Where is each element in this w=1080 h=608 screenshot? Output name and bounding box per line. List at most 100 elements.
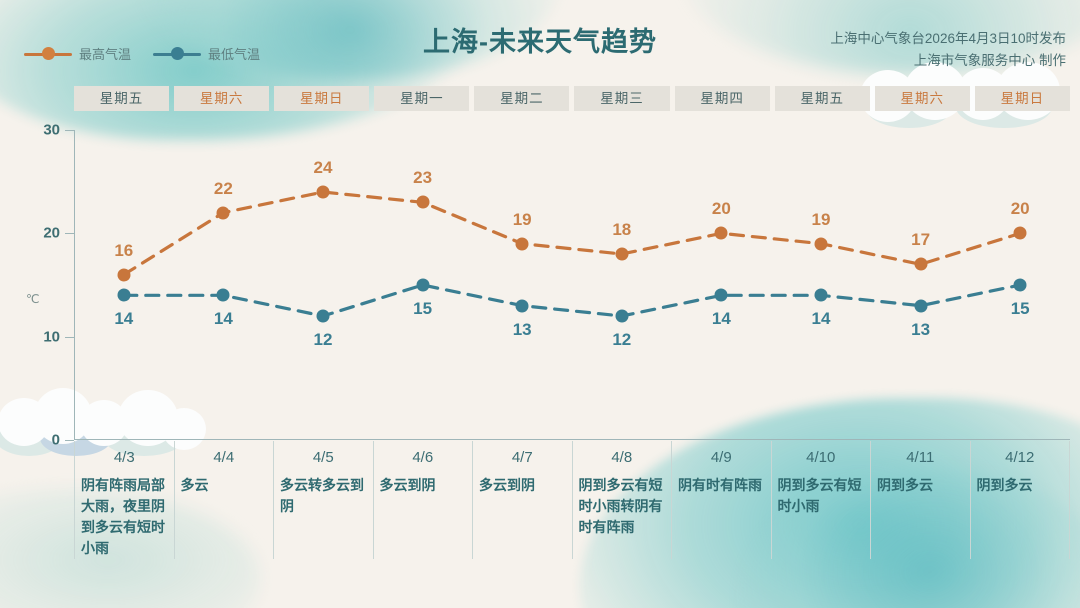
data-point-high[interactable] — [914, 257, 928, 271]
forecast-column: 4/7 多云到阴 — [473, 441, 573, 559]
forecast-description: 阴有时有阵雨 — [678, 477, 762, 493]
weekday-chip[interactable]: 星期二 — [474, 86, 570, 111]
forecast-column: 4/12 阴到多云 — [971, 441, 1070, 559]
y-axis-tick — [65, 440, 74, 441]
x-axis-line — [74, 439, 1070, 440]
forecast-column: 4/3 阴有阵雨局部大雨，夜里阴到多云有短时小雨 — [74, 441, 175, 559]
data-label-high: 19 — [512, 209, 532, 229]
weekday-chip[interactable]: 星期日 — [274, 86, 370, 111]
data-label-low: 13 — [512, 319, 532, 339]
y-axis-label: 0 — [51, 431, 60, 449]
forecast-column: 4/8 阴到多云有短时小雨转阴有时有阵雨 — [573, 441, 672, 559]
data-point-high[interactable] — [416, 195, 430, 209]
data-label-high: 18 — [612, 220, 632, 239]
y-axis-tick — [65, 233, 74, 235]
forecast-description: 阴到多云 — [976, 477, 1033, 493]
data-label-high: 22 — [213, 178, 233, 198]
forecast-column: 4/5 多云转多云到阴 — [274, 441, 374, 559]
data-point-high[interactable] — [814, 237, 828, 251]
page-title: 上海-未来天气趋势 — [423, 27, 657, 57]
data-label-high: 19 — [811, 209, 831, 229]
data-label-high: 23 — [413, 168, 433, 188]
forecast-description: 多云 — [180, 477, 209, 493]
data-point-low[interactable] — [615, 309, 629, 323]
issuer-line-1: 上海中心气象台2026年4月3日10时发布 — [830, 31, 1066, 46]
chart-series-lines — [122, 190, 1022, 318]
data-label-high: 24 — [313, 158, 333, 177]
data-label-low: 12 — [313, 330, 333, 349]
weekday-chip[interactable]: 星期六 — [174, 86, 270, 111]
forecast-column: 4/6 多云到阴 — [374, 441, 473, 559]
data-point-high[interactable] — [1013, 226, 1027, 240]
forecast-description: 阴到多云 — [877, 477, 933, 493]
data-point-high[interactable] — [216, 206, 230, 220]
data-point-high[interactable] — [714, 226, 728, 240]
data-point-low[interactable] — [416, 278, 430, 292]
forecast-column: 4/10 阴到多云有短时小雨 — [772, 441, 871, 559]
legend-marker-low — [153, 47, 202, 60]
data-point-high[interactable] — [117, 268, 131, 282]
series-line-high — [122, 190, 1022, 277]
y-axis-unit: ℃ — [26, 292, 40, 306]
data-point-low[interactable] — [216, 288, 230, 302]
legend-label-low: 最低气温 — [208, 47, 261, 62]
data-point-high[interactable] — [515, 237, 529, 251]
forecast-date: 4/7 — [511, 449, 533, 466]
data-label-low: 13 — [911, 319, 931, 339]
forecast-description: 多云到阴 — [479, 477, 535, 493]
data-label-high: 20 — [1010, 199, 1030, 219]
forecast-description: 阴到多云有短时小雨 — [777, 477, 862, 514]
forecast-date: 4/11 — [906, 449, 935, 466]
issuer-info: 上海中心气象台2026年4月3日10时发布 上海市气象服务中心 制作 — [830, 28, 1066, 72]
weekday-chip[interactable]: 星期五 — [774, 86, 870, 111]
legend-dot-low-icon — [170, 47, 184, 60]
data-label-high: 16 — [114, 240, 134, 260]
forecast-date: 4/10 — [806, 449, 836, 466]
data-label-low: 14 — [711, 309, 731, 329]
data-point-low[interactable] — [914, 299, 928, 313]
weekday-chip[interactable]: 星期四 — [674, 86, 770, 111]
forecast-table: 4/3 阴有阵雨局部大雨，夜里阴到多云有短时小雨 4/4 多云 4/5 多云转多云到阴 4/… — [74, 441, 1070, 559]
chart-legend: 最高气温 最低气温 — [24, 44, 260, 63]
weekday-chip[interactable]: 星期五 — [74, 86, 170, 111]
data-label-low: 14 — [114, 309, 134, 329]
weekday-chip[interactable]: 星期六 — [874, 86, 970, 111]
data-point-low[interactable] — [814, 288, 828, 302]
forecast-description: 阴有阵雨局部大雨，夜里阴到多云有短时小雨 — [81, 477, 165, 556]
data-point-low[interactable] — [515, 299, 529, 313]
forecast-date: 4/12 — [1005, 449, 1035, 466]
legend-item-high: 最高气温 — [24, 44, 131, 63]
forecast-date: 4/5 — [312, 449, 334, 466]
y-axis-line — [74, 130, 75, 440]
forecast-date: 4/6 — [412, 449, 434, 466]
forecast-column: 4/4 多云 — [175, 441, 274, 559]
data-point-high[interactable] — [316, 185, 330, 199]
data-point-low[interactable] — [1013, 278, 1027, 292]
data-point-low[interactable] — [714, 288, 728, 302]
forecast-column: 4/11 阴到多云 — [871, 441, 971, 559]
data-label-low: 15 — [1010, 299, 1030, 318]
y-axis-label: 20 — [43, 224, 60, 242]
data-label-high: 20 — [711, 199, 731, 219]
legend-dot-high-icon — [41, 47, 55, 60]
forecast-date: 4/3 — [113, 449, 135, 466]
data-point-high[interactable] — [615, 247, 629, 261]
weekday-chip[interactable]: 星期一 — [374, 86, 470, 111]
temperature-chart: ℃ 0 10 20 30 16 22 24 23 19 18 20 19 17 20 14 14 12 15 13 1… — [26, 122, 1070, 449]
issuer-line-2: 上海市气象服务中心 制作 — [913, 53, 1066, 68]
y-axis-tick — [65, 130, 74, 131]
data-point-low[interactable] — [117, 288, 131, 302]
weekday-chip[interactable]: 星期日 — [974, 86, 1070, 111]
data-label-low: 12 — [612, 330, 632, 349]
data-label-low: 14 — [213, 309, 233, 329]
y-axis-tick — [65, 336, 74, 338]
weekday-chip[interactable]: 星期三 — [574, 86, 670, 111]
legend-marker-high — [24, 47, 72, 60]
y-axis-label: 30 — [43, 121, 60, 139]
forecast-date: 4/4 — [213, 449, 235, 466]
series-line-low — [122, 283, 1022, 318]
data-point-low[interactable] — [316, 309, 330, 323]
data-label-high: 17 — [911, 230, 931, 250]
data-label-low: 14 — [811, 309, 831, 329]
forecast-column: 4/9 阴有时有阵雨 — [672, 441, 772, 559]
